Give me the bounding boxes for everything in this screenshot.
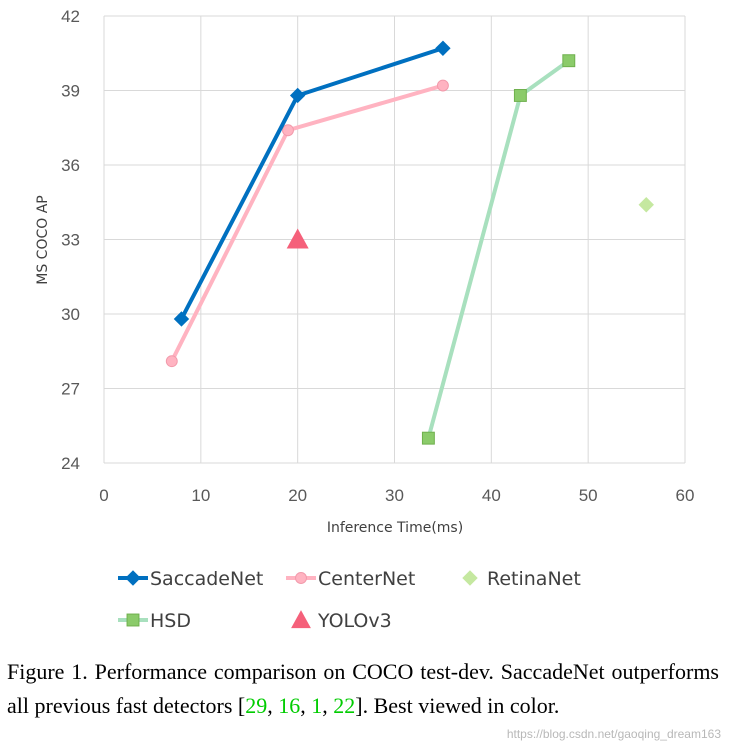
x-tick-label: 0 [99, 486, 108, 505]
x-tick-label: 60 [676, 486, 695, 505]
legend-diamond-marker [125, 570, 141, 586]
legend-item-saccadenet: SaccadeNet [118, 568, 263, 590]
chart: 0 10 20 30 40 50 60 24 27 30 33 36 39 42 Inference T… [35, 7, 694, 632]
hsd-point-square-marker [562, 54, 576, 68]
legend-item-hsd: HSD [118, 610, 191, 632]
y-axis-title: MS COCO AP [35, 195, 51, 284]
figure-caption: Figure 1. Performance comparison on COCO… [7, 655, 719, 723]
centernet-point-circle-marker [436, 79, 449, 92]
centernet-line [169, 83, 445, 364]
caption-ref-separator: , [267, 693, 279, 718]
watermark: https://blog.csdn.net/gaoqing_dream163 [506, 727, 721, 741]
caption-tail: ]. Best viewed in color. [355, 693, 560, 718]
legend-label-centernet: CenterNet [318, 568, 415, 590]
legend-circle-marker [295, 572, 307, 584]
x-tick-label: 20 [288, 486, 307, 505]
citation-link[interactable]: 16 [278, 693, 301, 718]
x-axis-ticks: 0 10 20 30 40 50 60 [99, 486, 694, 505]
caption-ref-separator: , [300, 693, 312, 718]
y-tick-label: 33 [61, 231, 80, 250]
series-yolov3 [286, 228, 309, 249]
caption-lead: Figure 1. Performance comparison on COCO… [7, 659, 719, 718]
y-tick-label: 42 [61, 7, 80, 26]
legend: SaccadeNet CenterNet RetinaNet HSD YOLOv3 [118, 568, 581, 632]
hsd-line [426, 58, 571, 441]
legend-label-retinanet: RetinaNet [487, 568, 581, 590]
series-layer [165, 40, 654, 445]
hsd-point-square-marker [513, 89, 527, 102]
centernet-point-circle-marker [165, 355, 178, 368]
x-tick-label: 30 [385, 486, 404, 505]
legend-item-yolov3: YOLOv3 [291, 610, 392, 632]
y-tick-label: 27 [61, 380, 80, 399]
yolov3-point-triangle-marker [286, 228, 309, 249]
saccadenet-line [179, 46, 445, 321]
grid [103, 15, 686, 464]
y-tick-label: 39 [61, 82, 80, 101]
saccadenet-point-diamond-marker [435, 40, 451, 56]
series-centernet [165, 79, 449, 368]
legend-diamond-marker [462, 570, 478, 586]
series-saccadenet [173, 40, 451, 327]
citation-link[interactable]: 29 [245, 693, 268, 718]
legend-label-yolov3: YOLOv3 [317, 610, 392, 632]
y-tick-label: 36 [61, 156, 80, 175]
legend-square-marker [126, 613, 140, 627]
legend-item-centernet: CenterNet [286, 568, 415, 590]
retinanet-point-diamond-marker [638, 197, 654, 213]
caption-ref-separator: , [322, 693, 334, 718]
saccadenet-point-diamond-marker [289, 87, 306, 104]
legend-item-retinanet: RetinaNet [462, 568, 581, 590]
x-tick-label: 50 [579, 486, 598, 505]
hsd-point-square-marker [421, 431, 435, 445]
saccadenet-point-diamond-marker [173, 311, 190, 327]
legend-label-saccadenet: SaccadeNet [150, 568, 263, 590]
centernet-point-circle-marker [282, 124, 294, 137]
citation-link[interactable]: 1 [311, 693, 323, 718]
legend-triangle-marker [291, 610, 311, 629]
x-tick-label: 40 [482, 486, 501, 505]
y-tick-label: 24 [61, 454, 80, 473]
y-axis-ticks: 24 27 30 33 36 39 42 [61, 7, 80, 473]
series-retinanet [638, 197, 654, 213]
series-hsd [421, 54, 576, 445]
x-tick-label: 10 [191, 486, 210, 505]
x-axis-title: Inference Time(ms) [327, 520, 463, 536]
citation-link[interactable]: 22 [333, 693, 356, 718]
legend-label-hsd: HSD [150, 610, 191, 632]
y-tick-label: 30 [61, 305, 80, 324]
